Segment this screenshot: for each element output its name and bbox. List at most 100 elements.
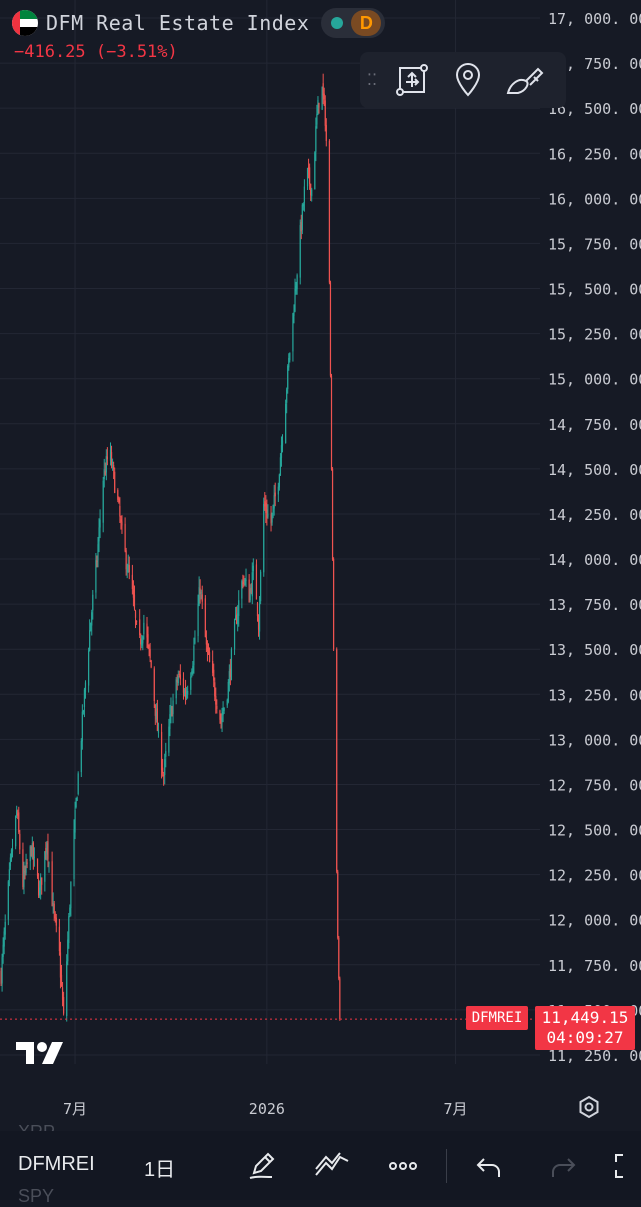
candle-body	[197, 604, 199, 637]
candle-body	[169, 714, 171, 729]
candle-body	[220, 718, 222, 723]
interval-pill[interactable]: D	[321, 8, 386, 38]
candle-body	[258, 603, 261, 632]
candle-body	[330, 375, 333, 469]
candle-body	[26, 862, 28, 864]
candle-body	[3, 931, 5, 947]
candle-body	[120, 519, 122, 522]
candle-body	[155, 711, 157, 720]
candle-body	[140, 638, 142, 645]
candle-body	[321, 86, 323, 110]
candle-body	[8, 869, 10, 880]
interval-button[interactable]: 1日	[144, 1159, 176, 1181]
candle-body	[324, 100, 326, 126]
candle-body	[251, 572, 253, 597]
candle-body	[55, 917, 57, 926]
candle-body	[226, 699, 228, 706]
location-pin-icon[interactable]	[440, 52, 496, 108]
candle-body	[338, 937, 340, 979]
candle-body	[205, 636, 208, 645]
brush-icon[interactable]	[496, 52, 552, 108]
fullscreen-icon[interactable]	[612, 1151, 641, 1181]
candle-body	[311, 189, 313, 197]
y-tick-label: 15, 000. 00	[548, 371, 641, 389]
trend-icon[interactable]	[314, 1151, 350, 1181]
candle-body	[179, 674, 181, 680]
candle-body	[206, 647, 209, 651]
candle-body	[31, 843, 33, 858]
candle-body	[143, 622, 145, 635]
undo-icon[interactable]	[474, 1151, 504, 1181]
tradingview-logo-icon[interactable]	[16, 1040, 64, 1066]
candle-body	[234, 615, 237, 621]
candle-body	[0, 970, 2, 984]
candle-body	[47, 841, 49, 860]
candle-body	[92, 594, 94, 611]
candle-body	[168, 726, 170, 753]
candle-body	[171, 707, 173, 717]
candle-body	[200, 592, 202, 594]
x-tick-label: 2026	[249, 1100, 285, 1118]
candle-body	[157, 729, 160, 734]
more-icon[interactable]	[388, 1151, 418, 1181]
candle-body	[19, 833, 21, 850]
candle-body	[102, 480, 104, 523]
candle-body	[117, 490, 119, 500]
candle-body	[41, 877, 43, 885]
candle-body	[266, 509, 268, 518]
candle-body	[46, 843, 48, 855]
candle-body	[204, 598, 206, 638]
chart-title[interactable]: DFM Real Estate Index	[46, 11, 310, 35]
candle-body	[245, 579, 247, 582]
candle-body	[175, 679, 177, 699]
candle-body	[260, 571, 262, 602]
candle-body	[192, 665, 194, 674]
candle-body	[67, 939, 69, 962]
x-axis[interactable]: 7月 2026 7月	[63, 1100, 468, 1118]
candle-body	[332, 559, 335, 650]
market-status-icon	[331, 17, 344, 29]
drawing-toolbar[interactable]: ⁚⁚	[360, 52, 566, 108]
candle-body	[80, 740, 82, 773]
candle-body	[215, 695, 217, 705]
candle-body	[10, 849, 13, 859]
redo-icon[interactable]	[548, 1151, 578, 1181]
symbol-button[interactable]: DFMREI	[18, 1153, 95, 1175]
candle-body	[24, 870, 26, 872]
grip-icon[interactable]: ⁚⁚	[366, 70, 378, 89]
y-tick-label: 15, 250. 00	[548, 326, 641, 344]
candle-body	[29, 846, 31, 862]
candle-body	[164, 759, 166, 775]
candle-body	[216, 705, 218, 709]
pencil-icon[interactable]	[246, 1151, 276, 1181]
candle-body	[277, 486, 279, 495]
candle-body	[331, 468, 334, 560]
y-tick-label: 12, 000. 00	[548, 912, 641, 930]
candle-body	[278, 474, 280, 488]
candle-body	[186, 691, 188, 699]
candle-body	[280, 445, 283, 458]
y-tick-label: 13, 750. 00	[548, 596, 641, 614]
chart-header: DFM Real Estate Index D	[12, 8, 386, 38]
candle-body	[81, 711, 83, 742]
candle-body	[16, 810, 18, 816]
candle-body	[154, 704, 156, 716]
candle-body	[309, 167, 311, 185]
candle-body	[33, 856, 36, 858]
y-tick-label: 14, 500. 00	[548, 461, 641, 479]
x-tick-label: 7月	[444, 1100, 468, 1118]
candle-body	[183, 690, 186, 696]
candle-body	[221, 717, 223, 722]
candle-body	[237, 613, 239, 625]
candle-body	[97, 544, 99, 561]
measure-icon[interactable]	[384, 52, 440, 108]
candle-body	[149, 648, 151, 658]
candle-body	[60, 974, 63, 985]
settings-icon[interactable]	[577, 1095, 601, 1119]
candle-body	[4, 921, 6, 935]
interval-badge[interactable]: D	[351, 10, 382, 36]
candle-body	[314, 152, 316, 190]
candle-body	[131, 574, 133, 590]
